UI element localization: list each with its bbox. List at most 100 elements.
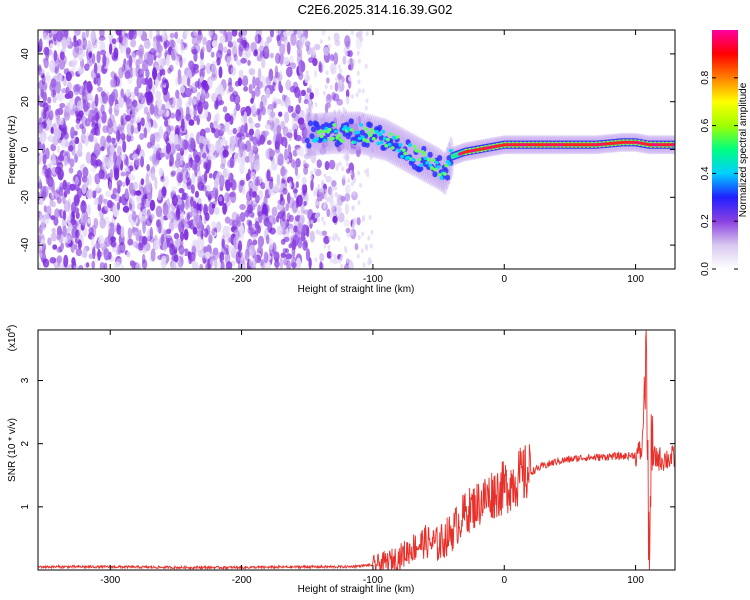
ridge-core (395, 135, 400, 139)
noise-blob (104, 236, 112, 248)
noise-blob (263, 251, 269, 264)
noise-blob (128, 30, 134, 41)
ridge-edge (472, 147, 475, 149)
noise-blob (305, 248, 311, 262)
noise-blob (338, 258, 342, 264)
noise-blob (80, 133, 86, 141)
ridge-edge (468, 148, 471, 150)
noise-blob (333, 253, 337, 259)
noise-blob (176, 96, 182, 110)
noise-blob (229, 135, 237, 146)
ridge-core (333, 129, 338, 134)
noise-blob (173, 232, 180, 240)
ridge-core (396, 148, 401, 153)
ridge-edge (551, 141, 554, 143)
ridge-peak (592, 143, 594, 147)
noise-blob (58, 265, 64, 269)
noise-blob (233, 152, 238, 163)
ridge-peak (567, 143, 569, 147)
ridge-peak (520, 143, 522, 147)
noise-blob (216, 57, 221, 66)
noise-blob (57, 92, 64, 102)
noise-blob (42, 258, 50, 268)
noise-blob (131, 99, 138, 108)
ridge-peak (550, 143, 552, 147)
ridge-edge (539, 146, 542, 148)
noise-blob (72, 47, 79, 59)
ridge-peak (537, 143, 539, 147)
ridge-peak (602, 142, 605, 146)
noise-blob (215, 112, 220, 124)
noise-blob (66, 81, 72, 92)
noise-blob (286, 132, 293, 139)
ridge-peak (474, 148, 476, 152)
ridge-edge (480, 146, 483, 148)
noise-blob (90, 166, 97, 173)
ridge-edge (673, 146, 675, 148)
noise-blob (84, 63, 90, 71)
noise-blob (74, 243, 78, 250)
noise-blob (49, 256, 57, 264)
noise-blob (327, 186, 333, 196)
ridge-peak (546, 143, 548, 147)
noise-blob (132, 241, 139, 248)
noise-blob (231, 30, 238, 37)
noise-blob (369, 155, 373, 161)
noise-blob (190, 184, 195, 194)
noise-blob (314, 87, 320, 98)
noise-blob (281, 210, 286, 222)
noise-blob (113, 261, 121, 268)
noise-blob (38, 232, 42, 242)
ridge-edge (543, 141, 546, 143)
ridge-peak (467, 149, 470, 153)
ridge-peak (571, 143, 573, 147)
ridge-core (385, 137, 390, 142)
noise-blob (61, 88, 68, 94)
noise-blob (215, 221, 222, 233)
noise-blob (310, 170, 314, 176)
noise-blob (283, 236, 290, 243)
noise-blob (323, 173, 327, 179)
noise-blob (227, 81, 233, 88)
noise-blob (93, 62, 98, 75)
noise-blob (38, 175, 41, 182)
noise-blob (64, 141, 70, 148)
noise-blob (52, 244, 58, 250)
noise-blob (211, 227, 216, 236)
noise-blob (237, 240, 243, 253)
noise-blob (140, 155, 144, 168)
noise-blob (242, 30, 248, 37)
noise-blob (366, 168, 370, 174)
noise-blob (309, 92, 314, 100)
noise-blob (239, 180, 245, 187)
noise-blob (75, 248, 83, 257)
colorbar-gradient (712, 30, 738, 269)
noise-blob (345, 184, 351, 194)
noise-blob (303, 99, 309, 105)
noise-blob (286, 41, 291, 55)
noise-blob (88, 226, 94, 235)
ridge-edge (555, 141, 558, 143)
ridge-edge (464, 148, 467, 150)
noise-blob (197, 197, 202, 205)
noise-blob (141, 96, 147, 109)
noise-blob (129, 260, 135, 267)
ridge-peak (458, 152, 460, 156)
noise-blob (199, 59, 204, 70)
noise-blob (357, 234, 361, 240)
noise-blob (205, 184, 211, 192)
ridge-edge (642, 140, 645, 142)
ridge-edge (630, 139, 633, 141)
ridge-edge (583, 146, 586, 148)
x-tick-label: 0 (501, 274, 507, 285)
ridge-peak (529, 143, 531, 147)
noise-blob (234, 80, 240, 87)
noise-blob (129, 193, 135, 205)
noise-blob (249, 128, 254, 136)
colorbar-tick-label: 0.8 (700, 70, 711, 84)
noise-blob (349, 259, 353, 265)
noise-blob (323, 243, 327, 249)
noise-blob (115, 249, 121, 256)
ridge-peak (476, 148, 479, 152)
noise-blob (333, 52, 339, 65)
